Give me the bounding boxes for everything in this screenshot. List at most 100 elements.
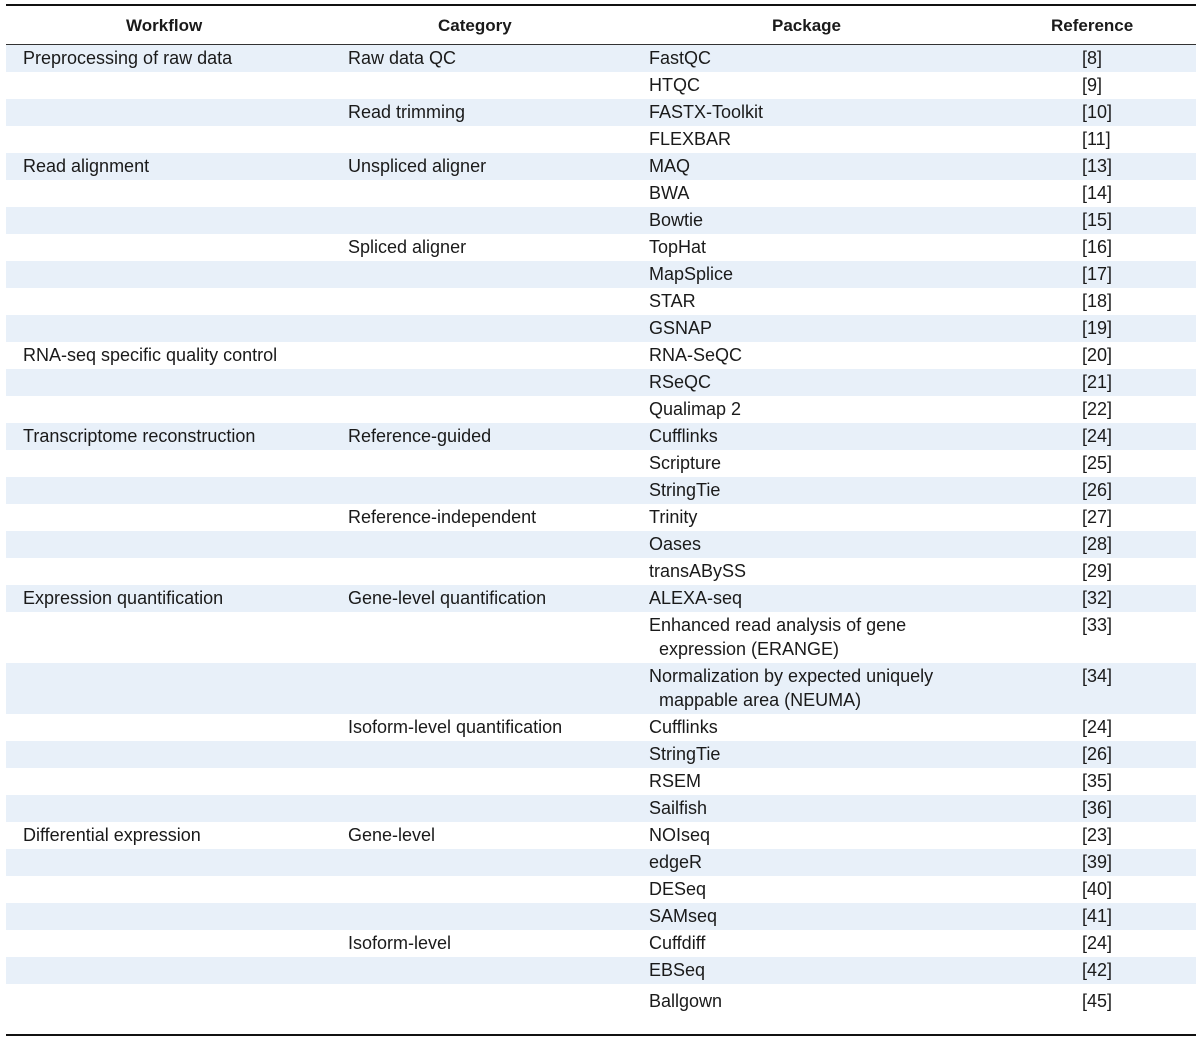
cell-package: Normalization by expected uniquely mappab… <box>649 664 999 712</box>
cell-package: SAMseq <box>649 906 718 926</box>
cell-reference: [25] <box>1082 453 1113 473</box>
cell-reference: [11] <box>1082 129 1111 149</box>
table-row: transABySS [29] <box>6 558 1196 585</box>
cell-workflow: Transcriptome reconstruction <box>23 426 256 446</box>
cell-workflow: Preprocessing of raw data <box>23 48 233 68</box>
table-row: StringTie [26] <box>6 477 1196 504</box>
cell-reference: [15] <box>1082 210 1113 230</box>
cell-reference: [26] <box>1082 744 1113 764</box>
cell-package: Oases <box>649 534 702 554</box>
cell-reference: [24] <box>1082 933 1113 953</box>
cell-package: Bowtie <box>649 210 704 230</box>
cell-reference: [42] <box>1082 960 1113 980</box>
table-row: Expression quantification Gene-level quan… <box>6 585 1196 612</box>
package-table: Workflow Category Package Reference Prep… <box>6 4 1196 1018</box>
table-row: HTQC [9] <box>6 72 1196 99</box>
cell-reference: [24] <box>1082 426 1113 446</box>
cell-workflow: RNA-seq specific quality control <box>23 345 278 365</box>
cell-category: Gene-level quantification <box>348 588 547 608</box>
cell-reference: [19] <box>1082 318 1113 338</box>
cell-package: FASTX-Toolkit <box>649 102 764 122</box>
table-row: Spliced aligner TopHat [16] <box>6 234 1196 261</box>
cell-reference: [29] <box>1082 561 1113 581</box>
table-row: FLEXBAR [11] <box>6 126 1196 153</box>
cell-reference: [8] <box>1082 48 1103 68</box>
cell-category: Raw data QC <box>348 48 457 68</box>
cell-reference: [27] <box>1082 507 1113 527</box>
cell-reference: [33] <box>1082 615 1113 635</box>
cell-package: StringTie <box>649 480 721 500</box>
cell-reference: [41] <box>1082 906 1113 926</box>
table-row: EBSeq [42] <box>6 957 1196 984</box>
table-row: Preprocessing of raw data Raw data QC Fast… <box>6 45 1196 72</box>
cell-reference: [28] <box>1082 534 1113 554</box>
table-row: DESeq [40] <box>6 876 1196 903</box>
table-row: MapSplice [17] <box>6 261 1196 288</box>
cell-package-line2: expression (ERANGE) <box>659 639 840 659</box>
cell-category: Reference-guided <box>348 426 492 446</box>
cell-package: MAQ <box>649 156 691 176</box>
cell-package: Sailfish <box>649 798 708 818</box>
cell-package: Cufflinks <box>649 717 718 737</box>
cell-package-line2: mappable area (NEUMA) <box>659 690 862 710</box>
cell-package: StringTie <box>649 744 721 764</box>
table-row: BWA [14] <box>6 180 1196 207</box>
cell-package-line1: Normalization by expected uniquely <box>649 666 934 686</box>
table-row: RSeQC [21] <box>6 369 1196 396</box>
cell-package: ALEXA-seq <box>649 588 743 608</box>
cell-reference: [13] <box>1082 156 1113 176</box>
cell-package: Cufflinks <box>649 426 718 446</box>
cell-reference: [26] <box>1082 480 1113 500</box>
cell-workflow: Read alignment <box>23 156 150 176</box>
table-row: Sailfish [36] <box>6 795 1196 822</box>
cell-category: Gene-level <box>348 825 436 845</box>
table-row: Qualimap 2 [22] <box>6 396 1196 423</box>
table-row: Ballgown [45] <box>6 984 1196 1018</box>
cell-workflow: Expression quantification <box>23 588 224 608</box>
cell-reference: [21] <box>1082 372 1113 392</box>
table-row: Scripture [25] <box>6 450 1196 477</box>
cell-package: BWA <box>649 183 690 203</box>
table-row: Bowtie [15] <box>6 207 1196 234</box>
cell-category: Unspliced aligner <box>348 156 487 176</box>
cell-workflow: Differential expression <box>23 825 201 845</box>
cell-reference: [10] <box>1082 102 1113 122</box>
cell-reference: [45] <box>1082 991 1113 1011</box>
cell-package: RNA-SeQC <box>649 345 743 365</box>
table-top-rule <box>6 4 1196 6</box>
cell-reference: [17] <box>1082 264 1113 284</box>
cell-package-line1: Enhanced read analysis of gene <box>649 615 907 635</box>
cell-package: Trinity <box>649 507 698 527</box>
cell-reference: [39] <box>1082 852 1113 872</box>
cell-reference: [32] <box>1082 588 1113 608</box>
header-workflow: Workflow <box>126 16 203 35</box>
table-row: edgeR [39] <box>6 849 1196 876</box>
table-row: Isoform-level quantification Cufflinks [24… <box>6 714 1196 741</box>
table-row: Enhanced read analysis of gene expression… <box>6 612 1196 663</box>
table-row: STAR [18] <box>6 288 1196 315</box>
table-row: SAMseq [41] <box>6 903 1196 930</box>
table-row: GSNAP [19] <box>6 315 1196 342</box>
cell-package: RSEM <box>649 771 702 791</box>
cell-category: Spliced aligner <box>348 237 467 257</box>
cell-package: GSNAP <box>649 318 713 338</box>
cell-category: Isoform-level quantification <box>348 717 563 737</box>
cell-reference: [20] <box>1082 345 1113 365</box>
cell-reference: [9] <box>1082 75 1103 95</box>
table-body: Preprocessing of raw data Raw data QC Fast… <box>6 45 1196 1018</box>
table-row: Read trimming FASTX-Toolkit [10] <box>6 99 1196 126</box>
cell-reference: [22] <box>1082 399 1113 419</box>
table-row: Reference-independent Trinity [27] <box>6 504 1196 531</box>
header-package: Package <box>772 16 841 35</box>
cell-package: NOIseq <box>649 825 711 845</box>
table-row: StringTie [26] <box>6 741 1196 768</box>
cell-package: Enhanced read analysis of gene expression… <box>649 613 999 661</box>
cell-reference: [35] <box>1082 771 1113 791</box>
cell-package: Cuffdiff <box>649 933 706 953</box>
cell-reference: [14] <box>1082 183 1113 203</box>
table-row: Differential expression Gene-level NOIseq [… <box>6 822 1196 849</box>
cell-reference: [36] <box>1082 798 1113 818</box>
cell-package: DESeq <box>649 879 707 899</box>
cell-category: Read trimming <box>348 102 466 122</box>
cell-reference: [23] <box>1082 825 1113 845</box>
